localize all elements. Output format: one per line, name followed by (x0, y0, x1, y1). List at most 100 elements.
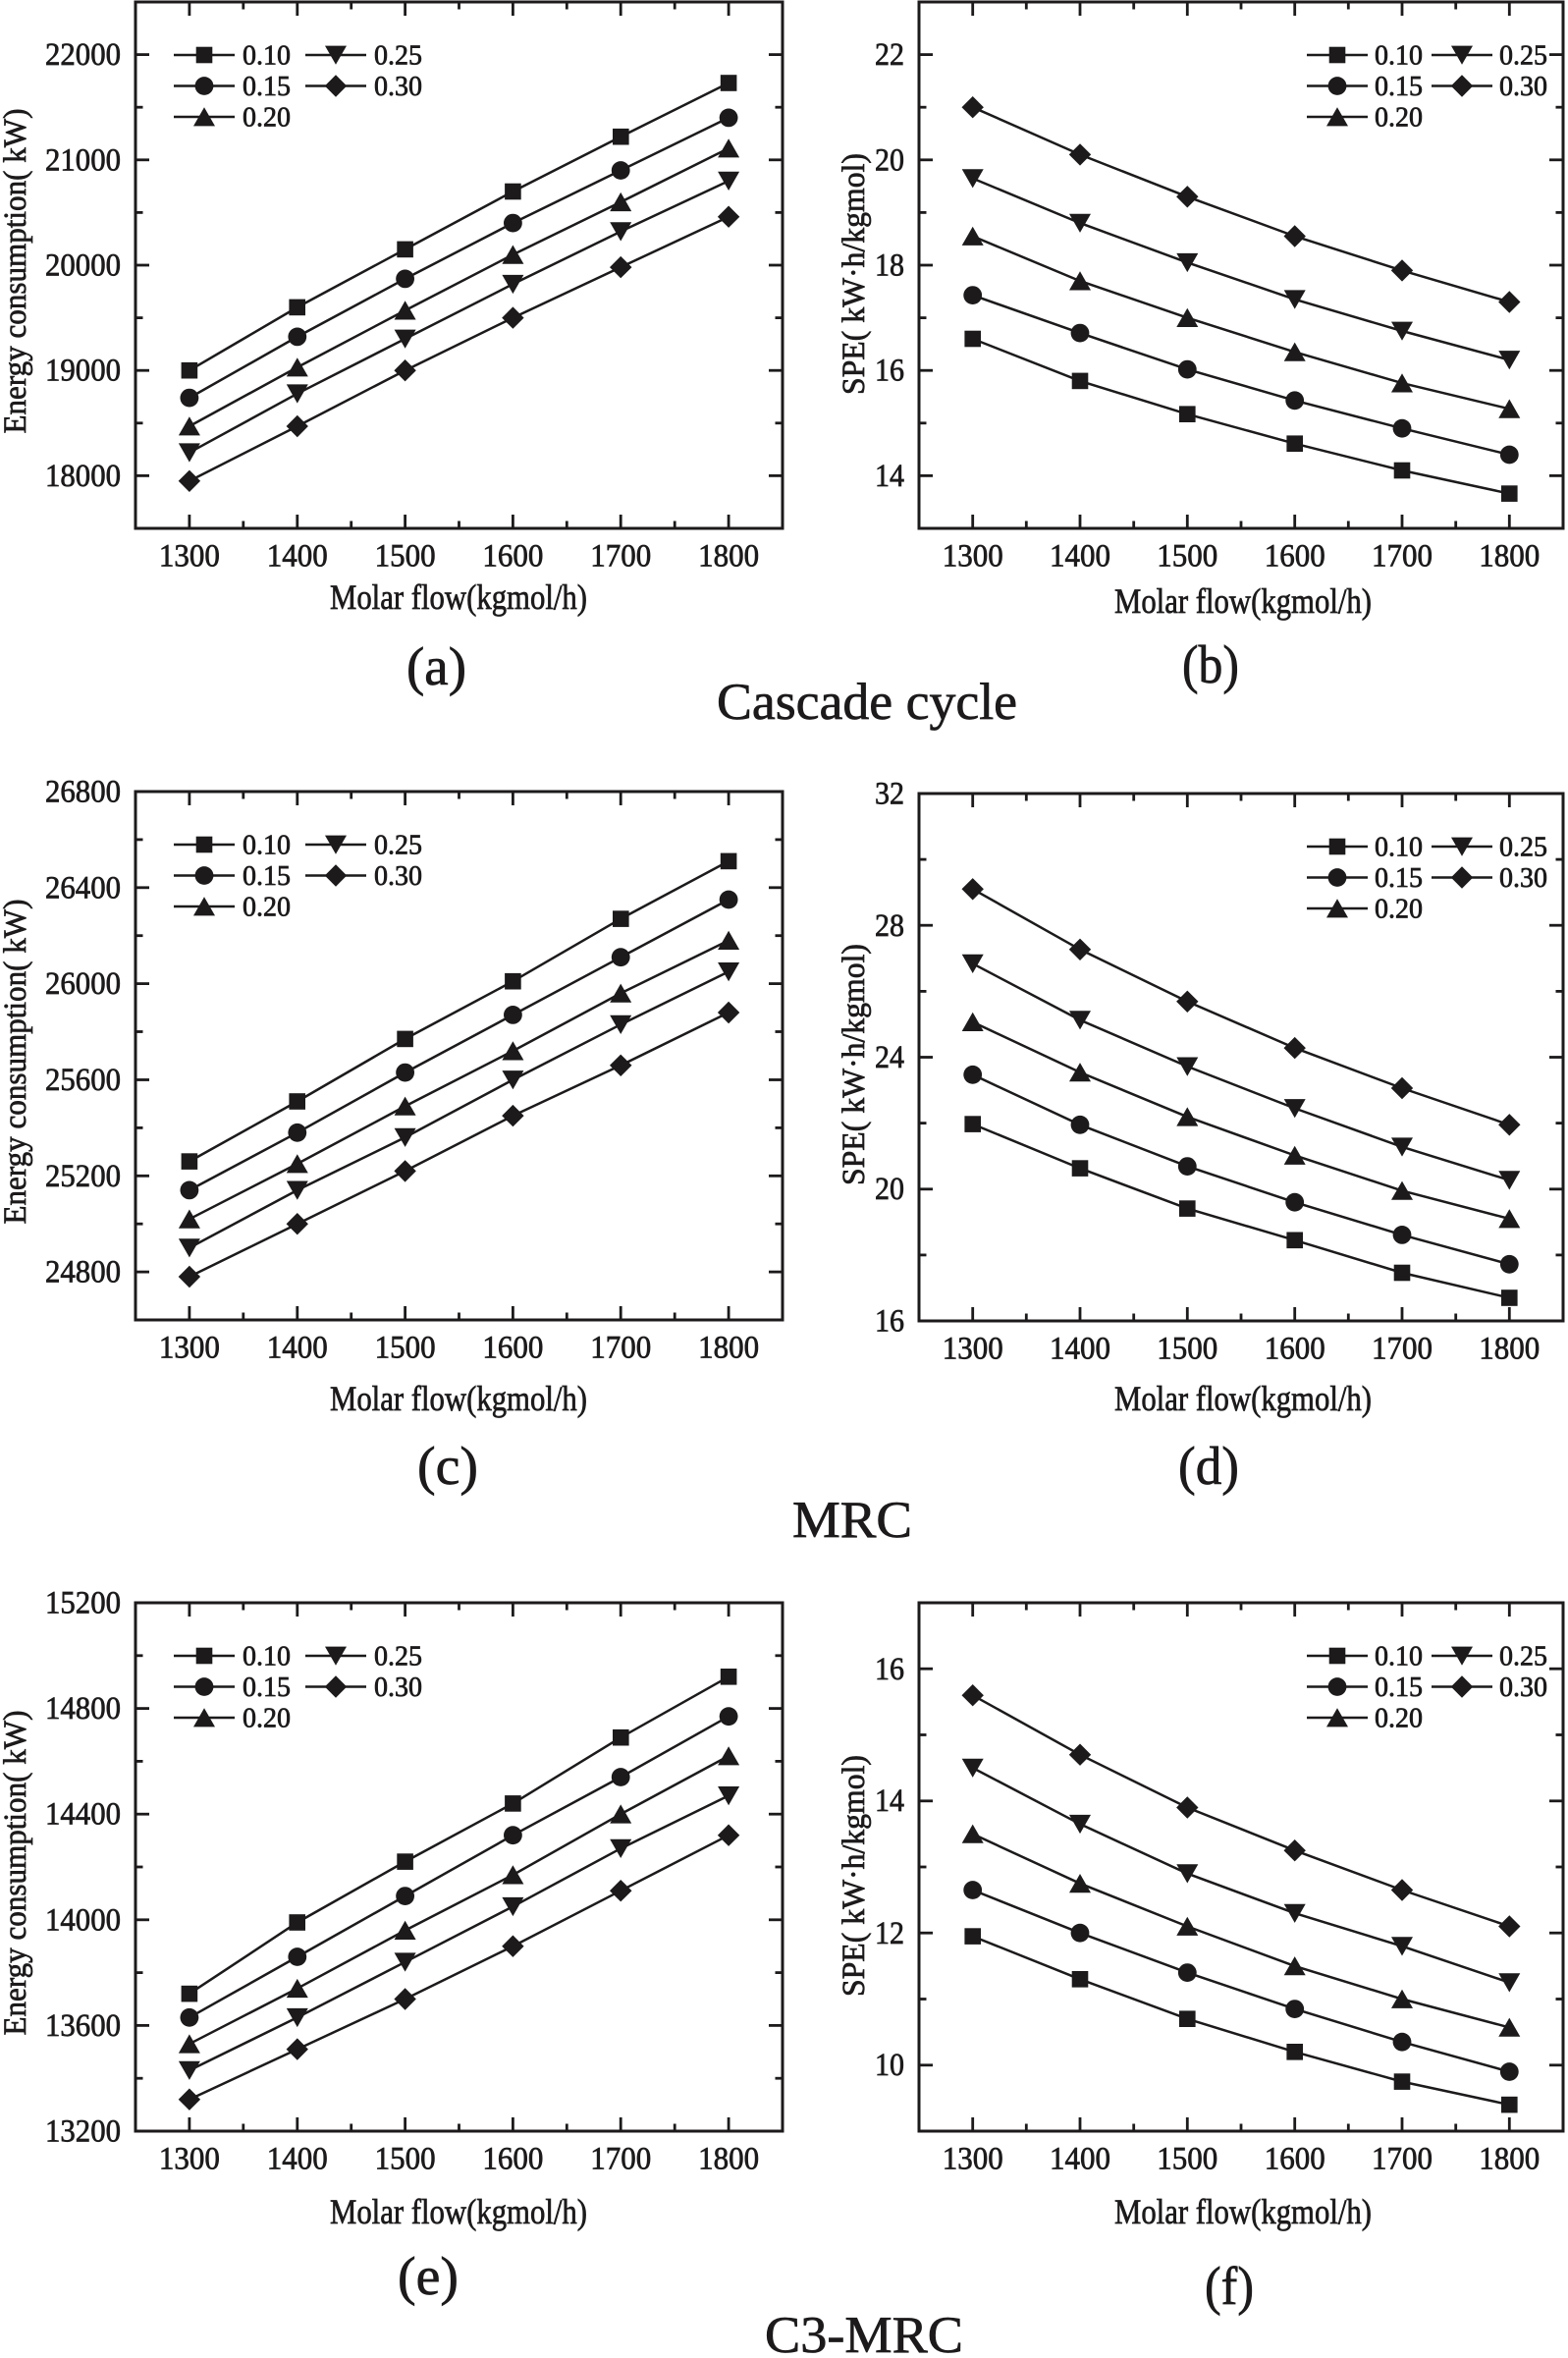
svg-text:0.20: 0.20 (243, 1704, 291, 1734)
svg-text:13200: 13200 (45, 2114, 121, 2150)
svg-text:1500: 1500 (375, 1331, 436, 1366)
svg-text:12: 12 (875, 1916, 904, 1951)
svg-text:1600: 1600 (482, 539, 543, 575)
svg-text:Energy consumption( kW): Energy consumption( kW) (0, 109, 33, 434)
svg-text:1400: 1400 (1050, 539, 1110, 575)
svg-text:22000: 22000 (45, 37, 121, 73)
svg-text:0.30: 0.30 (374, 1673, 422, 1703)
svg-text:SPE( kW·h/kgmol): SPE( kW·h/kgmol) (837, 153, 872, 395)
svg-text:1700: 1700 (590, 539, 651, 575)
svg-text:0.10: 0.10 (1375, 833, 1423, 863)
svg-text:(c): (c) (417, 1436, 478, 1496)
svg-text:0.20: 0.20 (243, 893, 291, 923)
svg-text:0.25: 0.25 (1499, 1642, 1547, 1673)
svg-text:1300: 1300 (943, 1332, 1003, 1367)
svg-text:0.15: 0.15 (243, 861, 291, 892)
svg-text:26400: 26400 (45, 870, 121, 905)
svg-text:SPE( kW·h/kgmol): SPE( kW·h/kgmol) (837, 1755, 872, 1997)
svg-text:0.10: 0.10 (243, 831, 291, 861)
svg-text:0.30: 0.30 (374, 72, 422, 102)
svg-text:32: 32 (875, 777, 904, 812)
svg-text:Energy consumption( kW): Energy consumption( kW) (0, 1711, 33, 2036)
svg-text:Molar flow(kgmol/h): Molar flow(kgmol/h) (330, 577, 587, 617)
svg-text:14: 14 (875, 1783, 904, 1819)
svg-text:1300: 1300 (943, 539, 1003, 575)
svg-text:1300: 1300 (159, 1331, 220, 1366)
svg-text:22: 22 (875, 37, 904, 73)
svg-text:14: 14 (875, 459, 904, 494)
svg-text:1800: 1800 (698, 2142, 759, 2177)
svg-text:Molar flow(kgmol/h): Molar flow(kgmol/h) (330, 1379, 587, 1418)
svg-text:14000: 14000 (45, 1902, 121, 1938)
svg-text:28: 28 (875, 908, 904, 944)
svg-text:0.15: 0.15 (243, 1673, 291, 1703)
svg-text:26800: 26800 (45, 775, 121, 810)
svg-text:25600: 25600 (45, 1063, 121, 1098)
svg-text:21000: 21000 (45, 142, 121, 178)
svg-text:1300: 1300 (159, 539, 220, 575)
svg-text:16: 16 (875, 1652, 904, 1687)
svg-text:(a): (a) (406, 636, 466, 696)
svg-text:Molar flow(kgmol/h): Molar flow(kgmol/h) (1114, 1379, 1372, 1418)
svg-text:16: 16 (875, 354, 904, 389)
svg-text:1600: 1600 (482, 2142, 543, 2177)
svg-text:1300: 1300 (159, 2142, 220, 2177)
svg-text:1700: 1700 (1372, 2142, 1433, 2177)
svg-text:13600: 13600 (45, 2008, 121, 2044)
svg-text:1600: 1600 (482, 1331, 543, 1366)
svg-text:1500: 1500 (1157, 1332, 1217, 1367)
svg-text:1400: 1400 (1050, 1332, 1110, 1367)
svg-text:Molar flow(kgmol/h): Molar flow(kgmol/h) (1114, 581, 1372, 621)
svg-text:0.15: 0.15 (1375, 863, 1423, 894)
svg-text:0.30: 0.30 (1499, 863, 1547, 894)
svg-text:24800: 24800 (45, 1255, 121, 1290)
svg-text:1700: 1700 (590, 1331, 651, 1366)
svg-text:0.25: 0.25 (374, 41, 422, 72)
svg-text:SPE( kW·h/kgmol): SPE( kW·h/kgmol) (837, 944, 872, 1185)
svg-text:1600: 1600 (1265, 1332, 1325, 1367)
svg-text:0.25: 0.25 (374, 1642, 422, 1673)
svg-text:1700: 1700 (590, 2142, 651, 2177)
svg-text:14400: 14400 (45, 1797, 121, 1833)
svg-text:1800: 1800 (698, 1331, 759, 1366)
svg-text:(d): (d) (1178, 1436, 1239, 1496)
svg-text:1700: 1700 (1372, 1332, 1433, 1367)
svg-text:1500: 1500 (1157, 2142, 1217, 2177)
svg-text:0.30: 0.30 (1499, 1673, 1547, 1703)
svg-text:0.25: 0.25 (374, 831, 422, 861)
svg-text:1500: 1500 (375, 539, 436, 575)
svg-text:20: 20 (875, 1172, 904, 1207)
svg-text:16: 16 (875, 1304, 904, 1340)
svg-text:0.10: 0.10 (1375, 41, 1423, 72)
svg-text:26000: 26000 (45, 966, 121, 1002)
svg-text:Energy consumption( kW): Energy consumption( kW) (0, 900, 33, 1225)
svg-text:0.10: 0.10 (243, 41, 291, 72)
svg-text:1700: 1700 (1372, 539, 1433, 575)
svg-text:0.20: 0.20 (1375, 103, 1423, 134)
svg-text:20: 20 (875, 142, 904, 178)
svg-text:20000: 20000 (45, 248, 121, 284)
svg-text:0.10: 0.10 (243, 1642, 291, 1673)
svg-text:0.10: 0.10 (1375, 1642, 1423, 1673)
svg-text:1800: 1800 (1479, 2142, 1540, 2177)
svg-text:10: 10 (875, 2048, 904, 2083)
svg-text:0.30: 0.30 (374, 861, 422, 892)
svg-text:25200: 25200 (45, 1159, 121, 1194)
svg-text:0.20: 0.20 (243, 103, 291, 134)
svg-text:MRC: MRC (792, 1492, 912, 1549)
svg-text:1400: 1400 (267, 2142, 328, 2177)
svg-text:Cascade cycle: Cascade cycle (717, 674, 1017, 731)
svg-text:18000: 18000 (45, 459, 121, 494)
svg-text:1600: 1600 (1265, 539, 1325, 575)
svg-text:1500: 1500 (375, 2142, 436, 2177)
svg-text:0.25: 0.25 (1499, 41, 1547, 72)
svg-text:1300: 1300 (943, 2142, 1003, 2177)
svg-text:1500: 1500 (1157, 539, 1217, 575)
svg-text:1400: 1400 (267, 539, 328, 575)
svg-text:1400: 1400 (1050, 2142, 1110, 2177)
svg-text:(b): (b) (1182, 634, 1239, 694)
svg-text:1800: 1800 (1479, 539, 1540, 575)
svg-text:0.20: 0.20 (1375, 895, 1423, 925)
svg-text:19000: 19000 (45, 354, 121, 389)
svg-text:18: 18 (875, 248, 904, 284)
